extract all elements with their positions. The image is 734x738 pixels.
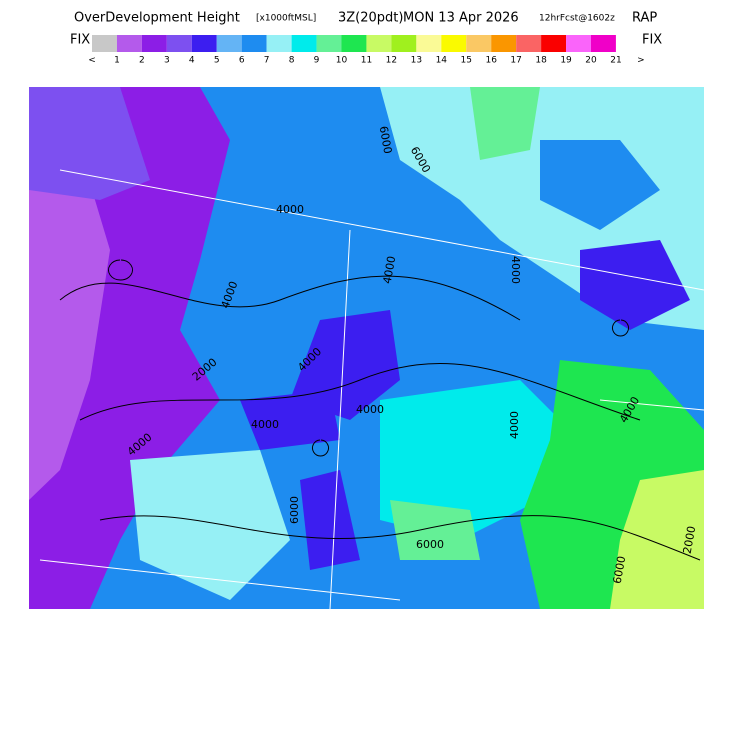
legend-swatch [191, 35, 217, 52]
legend-swatch [466, 35, 492, 52]
region [240, 390, 340, 450]
legend-label: 5 [214, 56, 220, 66]
contour-label: 4000 [509, 256, 522, 284]
contour-label: 6000 [611, 555, 629, 585]
region [380, 380, 560, 540]
region [580, 240, 690, 330]
contour-label: 4000 [356, 403, 384, 416]
legend-swatch [166, 35, 192, 52]
legend-swatch [216, 35, 242, 52]
legend-label: 16 [485, 56, 497, 66]
region [29, 87, 150, 200]
legend-swatch [266, 35, 292, 52]
region [130, 450, 290, 600]
legend-swatch [316, 35, 342, 52]
forecast: 12hrFcst@1602z [539, 14, 615, 24]
legend-swatch [566, 35, 591, 52]
legend-label: 10 [336, 56, 348, 66]
legend-swatch [116, 35, 142, 52]
title: OverDevelopment Height [74, 11, 240, 26]
legend-label: 20 [585, 56, 597, 66]
legend-label: 3 [164, 56, 170, 66]
legend-label: 6 [239, 56, 245, 66]
legend-swatch [516, 35, 542, 52]
legend-label: 2 [139, 56, 145, 66]
legend: <1 2 3 4 5 6 7 8 9 10 11 12 13 14 15 16 17 18 19 20 21 > [88, 35, 645, 66]
region [540, 140, 660, 230]
contour-label: 4000 [508, 411, 521, 439]
contour-label: 4000 [276, 203, 304, 216]
legend-left-label: FIX [70, 33, 90, 48]
legend-swatch [366, 35, 392, 52]
legend-label: 9 [314, 56, 320, 66]
contour-label: 4000 [251, 418, 279, 431]
legend-label: 4 [189, 56, 195, 66]
model: RAP [632, 11, 657, 26]
legend-swatch [416, 35, 442, 52]
contour [108, 259, 629, 457]
run: 3Z(20pdt) [338, 11, 403, 26]
legend-label: 17 [510, 56, 521, 66]
border [39, 169, 704, 609]
contour-label: 6000 [416, 538, 444, 551]
contour-label: 6000 [377, 125, 395, 155]
legend-swatch [541, 35, 567, 52]
legend-swatch [291, 35, 317, 52]
region [470, 87, 540, 160]
legend-swatch [92, 35, 117, 52]
region [610, 470, 704, 609]
legend-label: > [637, 56, 645, 66]
legend-swatch [441, 35, 467, 52]
legend-swatch [491, 35, 517, 52]
legend-label: 8 [289, 56, 295, 66]
legend-label: 7 [264, 56, 270, 66]
legend-label: < [88, 56, 96, 66]
legend-swatch [591, 35, 616, 52]
legend-swatch [241, 35, 267, 52]
legend-label: 18 [535, 56, 547, 66]
legend-label: 19 [560, 56, 572, 66]
legend-label: 12 [386, 56, 397, 66]
date: MON 13 Apr 2026 [403, 11, 519, 26]
contour-label: 4000 [381, 255, 399, 285]
legend-label: 21 [610, 56, 621, 66]
units: [x1000ftMSL] [256, 14, 316, 24]
region [390, 500, 480, 560]
legend-label: 1 [114, 56, 120, 66]
contour-label: 6000 [288, 496, 301, 524]
legend-swatch [391, 35, 417, 52]
legend-swatch [615, 35, 641, 52]
contour-label: 2000 [681, 525, 699, 555]
contour [59, 275, 701, 561]
legend-swatch [141, 35, 167, 52]
region [29, 150, 110, 500]
legend-label: 14 [436, 56, 448, 66]
legend-label: 15 [461, 56, 472, 66]
legend-label: 11 [361, 56, 372, 66]
legend-swatch [341, 35, 367, 52]
legend-right-label: FIX [642, 33, 662, 48]
legend-label: 13 [411, 56, 422, 66]
region [300, 470, 360, 570]
